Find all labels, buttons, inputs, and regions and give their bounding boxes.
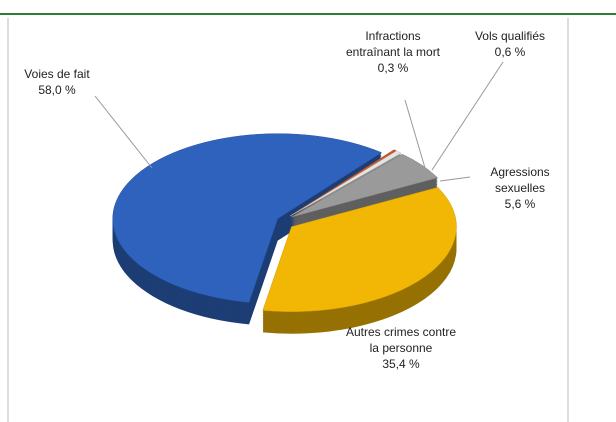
slice-name: Infractions entraînant la mort [345,29,441,59]
slice-label: Autres crimes contre la personne 35,4 % [343,324,459,372]
slice-name: Voies de fait [24,67,90,81]
slice [290,150,402,217]
slice-name: Autres crimes contre la personne [345,325,457,355]
slice [112,133,383,303]
slice-value: 35,4 % [382,357,420,371]
slice-value: 58,0 % [38,83,76,97]
slice [262,187,457,312]
slice [291,153,439,218]
slice-value: 0,6 % [494,45,526,59]
leader-line [439,176,471,182]
leader-line [404,99,426,169]
leader-line [431,61,504,171]
slice-label: Vols qualifiés 0,6 % [462,28,558,60]
slice-label: Infractions entraînant la mort 0,3 % [337,28,449,76]
slice-label: Agressions sexuelles 5,6 % [470,164,570,212]
slice-label: Voies de fait 58,0 % [12,66,102,98]
slice-value: 5,6 % [504,197,536,211]
slice-name: Agressions sexuelles [490,165,550,195]
leader-line [94,95,153,169]
slice-value: 0,3 % [377,61,409,75]
slice-name: Vols qualifiés [474,29,546,43]
